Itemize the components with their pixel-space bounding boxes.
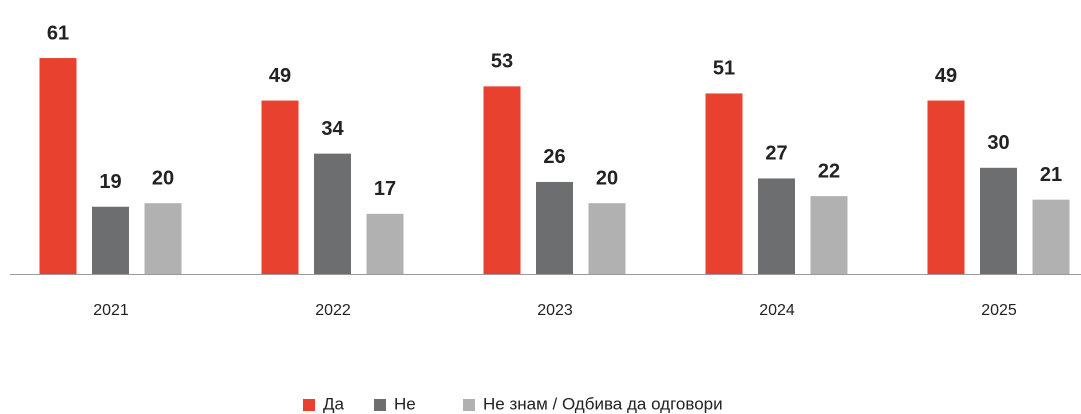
bar bbox=[483, 86, 521, 274]
bar bbox=[92, 206, 129, 274]
data-label: 20 bbox=[596, 167, 618, 189]
x-tick-label: 2025 bbox=[981, 302, 1017, 319]
data-label: 34 bbox=[321, 118, 344, 140]
bar bbox=[927, 100, 965, 274]
bar bbox=[758, 178, 795, 274]
legend-label: Да bbox=[323, 394, 345, 413]
bar bbox=[144, 203, 182, 274]
bar bbox=[366, 213, 404, 274]
data-label: 20 bbox=[152, 167, 174, 189]
bar bbox=[314, 153, 351, 274]
x-tick-label: 2024 bbox=[759, 302, 795, 319]
bar bbox=[588, 203, 626, 274]
data-label: 19 bbox=[99, 171, 121, 193]
bar bbox=[810, 196, 848, 274]
data-label: 21 bbox=[1040, 164, 1062, 186]
data-label: 27 bbox=[765, 143, 787, 165]
bar bbox=[39, 58, 77, 275]
data-label: 53 bbox=[491, 51, 513, 73]
x-tick-label: 2023 bbox=[537, 302, 573, 319]
legend-swatch bbox=[374, 399, 386, 411]
legend-swatch bbox=[463, 399, 475, 411]
legend-label: Не bbox=[394, 394, 416, 413]
legend-label: Не знам / Одбива да одговори bbox=[483, 394, 723, 413]
data-label: 61 bbox=[47, 22, 69, 44]
legend-swatch bbox=[303, 399, 315, 411]
bar bbox=[705, 93, 743, 275]
data-label: 26 bbox=[543, 146, 565, 168]
x-tick-label: 2022 bbox=[315, 302, 351, 319]
data-label: 22 bbox=[818, 160, 840, 182]
data-label: 49 bbox=[935, 65, 957, 87]
data-label: 17 bbox=[374, 178, 396, 200]
data-label: 30 bbox=[987, 132, 1009, 154]
x-tick-label: 2021 bbox=[93, 302, 129, 319]
data-label: 49 bbox=[269, 65, 291, 87]
bar bbox=[980, 167, 1017, 274]
bar bbox=[536, 181, 573, 274]
data-label: 51 bbox=[713, 58, 735, 80]
bar bbox=[1032, 199, 1070, 274]
bar bbox=[261, 100, 299, 274]
